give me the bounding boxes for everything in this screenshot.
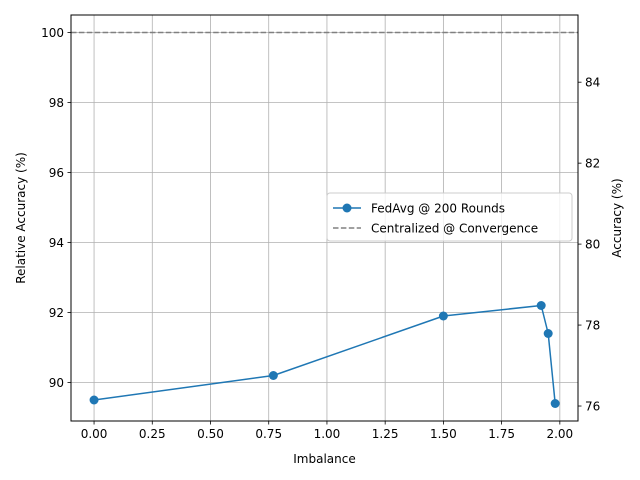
y-right-tick-label: 78 — [585, 319, 600, 333]
x-tick-label: 1.25 — [372, 427, 399, 441]
series-layer — [71, 31, 578, 408]
fedavg-point — [438, 311, 448, 321]
y-right-tick-label: 76 — [585, 400, 600, 414]
fedavg-point — [536, 301, 546, 310]
y-tick-label: 100 — [41, 26, 64, 40]
x-tick-label: 0.25 — [139, 427, 166, 441]
fedavg-line — [93, 304, 556, 404]
y-tick-label: 98 — [49, 96, 64, 110]
legend-marker-fedavg — [342, 203, 352, 213]
y-right-axis-ticks: 76 78 80 82 84 — [578, 76, 600, 414]
axes-frame — [70, 14, 579, 422]
y-tick-label: 96 — [49, 166, 64, 180]
fedavg-point — [268, 371, 278, 380]
x-tick-label: 1.50 — [430, 427, 457, 441]
y-tick-label: 94 — [49, 236, 64, 250]
y-right-axis-label: Accuracy (%) — [610, 178, 624, 257]
x-tick-label: 1.75 — [488, 427, 515, 441]
fedavg-point — [543, 329, 553, 338]
x-tick-label: 2.00 — [546, 427, 573, 441]
y-tick-label: 90 — [49, 376, 64, 390]
y-right-tick-label: 80 — [585, 238, 600, 252]
x-tick-label: 0.50 — [197, 427, 224, 441]
x-tick-label: 0.75 — [255, 427, 282, 441]
y-axis-label: Relative Accuracy (%) — [14, 152, 28, 284]
fedavg-point — [550, 399, 560, 408]
fedavg-point — [89, 395, 99, 405]
legend-box — [326, 192, 573, 242]
legend: FedAvg @ 200 Rounds Centralized @ Conver… — [326, 192, 573, 242]
y-right-tick-label: 82 — [585, 157, 600, 171]
x-axis-ticks: 0.00 0.25 0.50 0.75 1.00 1.25 1.50 1.75 2.00 — [81, 421, 573, 441]
x-tick-label: 0.00 — [81, 427, 108, 441]
x-axis-label: Imbalance — [293, 452, 355, 466]
legend-label-centralized: Centralized @ Convergence — [371, 222, 538, 236]
legend-label-fedavg: FedAvg @ 200 Rounds — [371, 202, 505, 216]
y-tick-label: 92 — [49, 306, 64, 320]
y-right-tick-label: 84 — [585, 76, 600, 90]
y-axis-ticks: 90 92 94 96 98 100 — [41, 26, 71, 390]
x-tick-label: 1.00 — [314, 427, 341, 441]
